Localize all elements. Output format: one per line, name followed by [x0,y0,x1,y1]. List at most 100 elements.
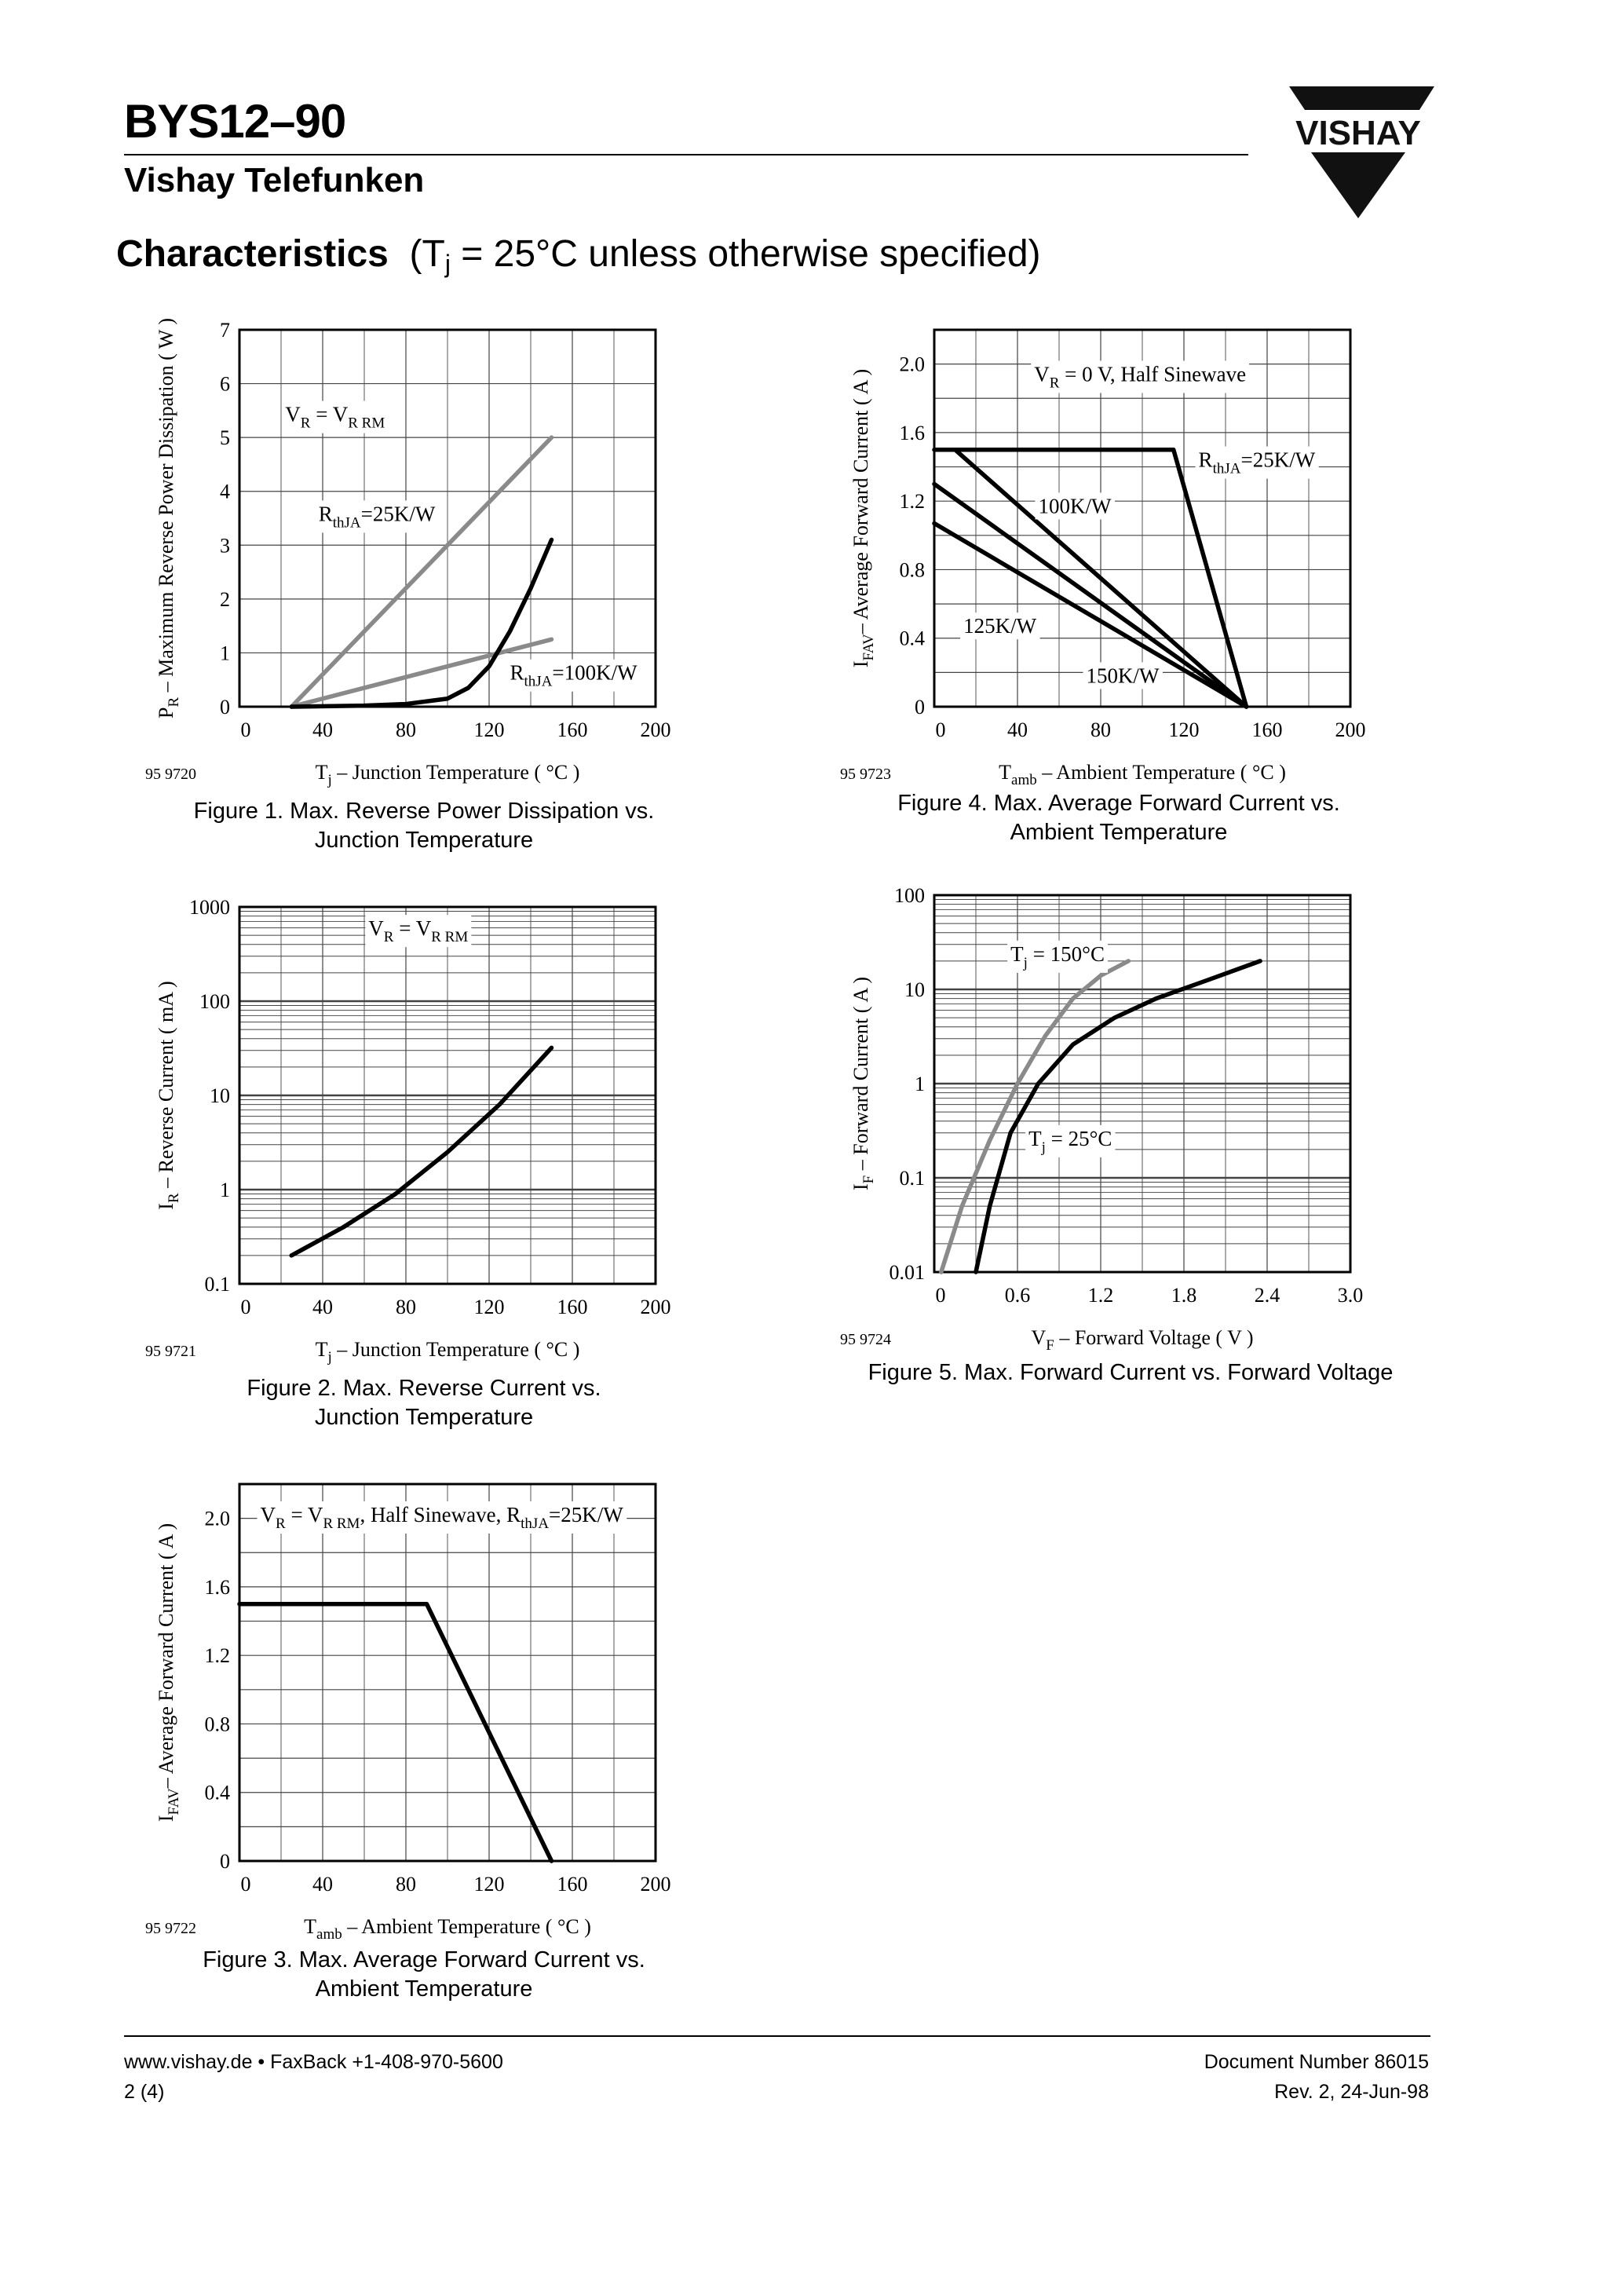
y-tick-label: 10 [904,978,925,1001]
annotation-label-part: 150K/W [1086,664,1160,687]
annotation-background [315,500,439,533]
x-tick-label: 160 [557,718,588,741]
figure-3-chart: 0 40 80 120 160 200 0 0.4 0.8 1.2 1.6 2.0 VR = VR RM… [145,1483,671,1943]
annotation-label: VR = 0 V, Half Sinewave [1034,362,1246,391]
y-tick-label: 1.6 [205,1576,231,1599]
annotation-label-part: T [1010,942,1024,966]
series-line [289,637,554,709]
plot-frame [238,328,657,708]
annotation-label-part: R RM [323,1515,360,1532]
logo-text: VISHAY [1295,114,1421,152]
annotation-label-part: =100K/W [552,661,637,685]
x-tick-label: 120 [474,1873,505,1896]
x-axis-label-part: T [999,761,1011,784]
x-tick-label: 160 [557,1296,588,1318]
characteristics-heading: Characteristics (Tj = 25°C unless otherw… [116,232,1041,279]
annotation-label-part: j [1041,1139,1046,1156]
annotation-label-part: = V [310,403,348,426]
footer-website[interactable]: www.vishay.de • FaxBack +1-408-970-5600 [124,2051,503,2073]
y-axis-label-part: FAV [860,634,877,660]
y-tick-label: 100 [199,990,230,1013]
y-axis-label: IR – Reverse Current ( mA ) [155,981,182,1209]
annotation-background [257,1501,627,1534]
annotation-label-part: V [1034,362,1050,386]
y-tick-label: 1.6 [900,422,926,444]
figure-code: 95 9721 [145,1343,196,1360]
y-axis-label-part: – Average Forward Current ( A ) [155,1523,177,1789]
series-line [974,959,1262,1274]
figure-1: 0 40 80 120 160 200 0 1 2 3 4 5 6 7 VR = VR RM RthJA=25… [133,314,714,793]
y-axis-label-part: – Maximum Reverse Power Dissipation ( W … [155,318,177,697]
manufacturer: Vishay Telefunken [124,161,425,199]
x-tick-label: 80 [396,1296,416,1318]
conditions-prefix: (T [409,233,445,275]
annotation-label-part: T [1028,1127,1042,1150]
figure-3: 0 40 80 120 160 200 0 0.4 0.8 1.2 1.6 2.0 VR = VR RM… [133,1468,714,1947]
y-axis-label-part: FAV [166,1788,182,1815]
x-axis-label: VF – Forward Voltage ( V ) [1031,1326,1253,1354]
y-tick-label: 6 [220,373,230,396]
y-axis-label-part: I [849,660,872,667]
y-tick-label: 0 [220,696,230,718]
y-tick-label: 1000 [189,896,230,919]
annotation-label-part: = V [286,1503,323,1526]
annotation-label-part: R [319,502,333,525]
y-axis-label-part: – Reverse Current ( mA ) [155,981,177,1193]
annotation-label-part: thJA [524,674,553,690]
x-tick-label: 200 [641,718,671,741]
series-line [939,959,1131,1274]
annotation-background [282,400,389,433]
annotation-label-part: V [368,916,384,940]
x-tick-label: 2.4 [1255,1284,1280,1307]
annotation-background [365,915,472,948]
x-tick-label: 1.8 [1171,1284,1197,1307]
grid [239,1483,656,1862]
y-tick-label: 0 [220,1850,230,1873]
y-axis-label-part: R [166,697,182,707]
y-tick-label: 0.1 [900,1167,926,1190]
conditions-suffix: = 25°C unless otherwise specified) [450,233,1041,275]
vishay-logo: VISHAY [1289,86,1434,218]
x-tick-label: 120 [474,718,505,741]
x-tick-label: 40 [312,1296,333,1318]
x-axis-label-part: T [316,761,328,784]
series-line [289,435,554,709]
series-line [237,1601,554,1863]
annotation-label: 100K/W [1039,494,1112,517]
x-tick-label: 160 [1252,718,1283,741]
x-axis-label-part: amb [1011,772,1037,788]
annotation-background [1007,940,1108,973]
annotation-label: RthJA=25K/W [319,502,436,531]
annotation-label-part: thJA [333,514,361,531]
annotation-label-part: R [1199,448,1213,472]
figure-5-caption-line1: Figure 5. Max. Forward Current vs. Forwa… [868,1360,1394,1385]
figure-4-caption: Figure 4. Max. Average Forward Current v… [828,789,1409,847]
x-axis-label: Tj – Junction Temperature ( °C ) [316,1338,580,1366]
series-line [932,481,1249,709]
x-tick-label: 120 [474,1296,505,1318]
y-tick-label: 1 [220,642,230,664]
figure-2: 0 40 80 120 160 200 0.1 1 10 100 1000 VR = VR RM Tj … [133,891,714,1370]
figure-code: 95 9723 [840,766,891,783]
x-tick-label: 40 [312,1873,333,1896]
annotation-label-part: = 25°C [1046,1127,1112,1150]
grid [239,329,656,707]
x-axis-label-part: F [1046,1337,1054,1354]
y-tick-label: 0 [915,696,925,718]
annotation-label-part: R [384,929,394,945]
footer-rule [124,2035,1430,2037]
y-tick-label: 0.01 [890,1261,926,1284]
x-tick-label: 200 [641,1873,671,1896]
annotation-label: VR = VR RM [368,916,468,945]
x-axis-label-part: – Forward Voltage ( V ) [1054,1326,1254,1349]
annotation-background [1195,446,1319,479]
annotation-background [1035,492,1115,520]
annotation-label: 150K/W [1086,664,1160,687]
y-tick-label: 5 [220,426,230,449]
y-tick-label: 100 [894,884,925,907]
annotation-label: 125K/W [963,614,1037,638]
annotation-label: Tj = 150°C [1010,942,1105,971]
x-axis-label-part: amb [316,1926,342,1943]
x-axis-label-part: T [304,1915,316,1938]
